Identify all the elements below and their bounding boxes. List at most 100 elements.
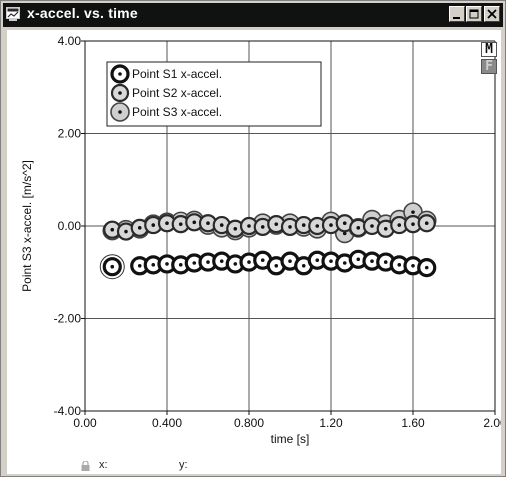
data-point-s1-dot [274, 263, 279, 268]
data-point-s1-dot [137, 263, 142, 268]
data-point-s2-dot [288, 225, 292, 229]
x-tick-label: 1.60 [401, 416, 425, 430]
data-point-s2-dot [206, 221, 210, 226]
data-point-s2-dot [247, 224, 251, 228]
y-tick-label: 4.00 [58, 34, 82, 48]
data-point-s1-dot [356, 257, 361, 262]
data-point-s2-dot [342, 221, 347, 226]
data-point-s2-dot [383, 226, 388, 231]
series-markers[interactable] [99, 202, 437, 280]
data-point-s2-dot [397, 223, 402, 227]
tick-labels: -4.00 -2.00 0.00 2.00 4.00 0.00 0.400 0.800 1.20… [54, 34, 501, 430]
restore-button[interactable] [466, 6, 482, 22]
data-point-s2-dot [301, 223, 306, 227]
x-tick-label: 0.00 [73, 416, 97, 430]
selected-point-highlight [99, 254, 125, 280]
cursor-x-readout: x: [99, 459, 108, 471]
data-point-s1-dot [301, 263, 306, 268]
data-point-s1-dot [397, 263, 402, 267]
plot-area[interactable]: -4.00 -2.00 0.00 2.00 4.00 0.00 0.400 0.800 1.20… [7, 30, 501, 458]
legend-marker-s1[interactable] [110, 64, 130, 84]
legend-box [106, 61, 322, 127]
f-button[interactable]: F [481, 59, 497, 74]
data-point-s1-dot [342, 261, 347, 265]
plot-frame [81, 40, 496, 415]
close-icon [487, 9, 497, 19]
m-button[interactable]: M [481, 42, 497, 57]
data-point-s1-dot [370, 259, 374, 263]
data-point-s2-dot [219, 223, 224, 227]
data-point-s2-dot [192, 220, 197, 225]
restore-icon [469, 9, 479, 19]
data-point-s1[interactable] [307, 250, 327, 270]
y-tick-label: -4.00 [54, 404, 82, 418]
close-button[interactable] [484, 6, 500, 22]
series-s1[interactable] [102, 249, 437, 278]
data-point-s1-dot [206, 260, 210, 264]
y-tick-label: -2.00 [54, 312, 82, 326]
series-s2[interactable] [103, 213, 436, 241]
data-point-s1-dot [411, 263, 415, 268]
data-point-s2-dot [260, 225, 265, 229]
legend[interactable]: Point S1 x-accel. Point S2 x-accel. Point … [106, 61, 322, 127]
status-bar: x: y: [7, 458, 501, 474]
data-point-s2[interactable] [417, 214, 436, 233]
data-point-s2-dot [411, 222, 415, 226]
data-point-s1-dot [247, 260, 251, 264]
data-point-s2[interactable] [403, 215, 423, 234]
data-point-s1-dot [329, 259, 333, 263]
legend-marker-s2-dot [118, 91, 122, 95]
data-point-s3-dot [342, 231, 347, 236]
data-point-s2[interactable] [212, 215, 231, 235]
x-tick-label: 0.400 [152, 416, 182, 430]
window-title: x-accel. vs. time [27, 5, 138, 21]
legend-marker-s3-dot [118, 110, 122, 114]
data-point-s2-dot [165, 221, 169, 226]
data-point-s2-dot [315, 224, 320, 228]
data-point-s2-dot [137, 226, 142, 230]
data-point-s1-dot [260, 258, 265, 263]
minimize-icon [453, 17, 460, 19]
data-point-s1-dot [233, 262, 238, 266]
x-tick-label: 0.800 [234, 416, 264, 430]
data-point-s1-dot [178, 263, 183, 267]
cursor-y-readout: y: [179, 459, 188, 471]
x-tick-label: 2.00 [483, 416, 501, 430]
title-bar[interactable]: x-accel. vs. time [3, 3, 503, 27]
data-point-s1-dot [165, 262, 169, 266]
lock-icon [81, 461, 90, 471]
data-point-s2-dot [178, 222, 183, 226]
data-point-s2-dot [151, 223, 156, 227]
data-point-s2-dot [124, 229, 128, 234]
data-point-s2-dot [233, 226, 238, 231]
data-point-s1-dot [315, 258, 320, 263]
data-point-s3-dot [411, 210, 415, 214]
scatter-chart[interactable]: -4.00 -2.00 0.00 2.00 4.00 0.00 0.400 0.800 1.20… [7, 30, 501, 458]
minimize-button[interactable] [449, 6, 465, 22]
chart-window-icon[interactable] [6, 7, 20, 21]
data-point-s1-dot [288, 259, 292, 263]
x-tick-label: 1.20 [319, 416, 343, 430]
data-point-s2-dot [329, 223, 333, 227]
legend-label-s2: Point S2 x-accel. [132, 86, 222, 100]
legend-label-s1: Point S1 x-accel. [132, 67, 222, 81]
data-point-s2-dot [110, 227, 115, 232]
legend-label-s3: Point S3 x-accel. [132, 105, 222, 119]
data-point-s1[interactable] [266, 256, 286, 276]
data-point-s2-dot [424, 221, 429, 226]
data-point-s1-dot [192, 261, 197, 265]
y-axis-label: Point S3 x-accel. [m/s^2] [20, 160, 34, 292]
x-axis-label: time [s] [271, 432, 310, 446]
data-point-s1-dot [383, 260, 388, 264]
data-point-s1[interactable] [102, 257, 122, 277]
legend-marker-s3[interactable] [110, 102, 130, 122]
data-point-s1-dot [110, 264, 115, 269]
data-point-s1[interactable] [417, 258, 437, 278]
y-tick-label: 2.00 [58, 127, 82, 141]
legend-marker-s2[interactable] [110, 83, 130, 103]
data-point-s1-dot [219, 259, 224, 263]
data-point-s2-dot [274, 222, 279, 226]
legend-marker-s1-dot [118, 72, 122, 76]
data-point-s2-dot [356, 226, 361, 230]
